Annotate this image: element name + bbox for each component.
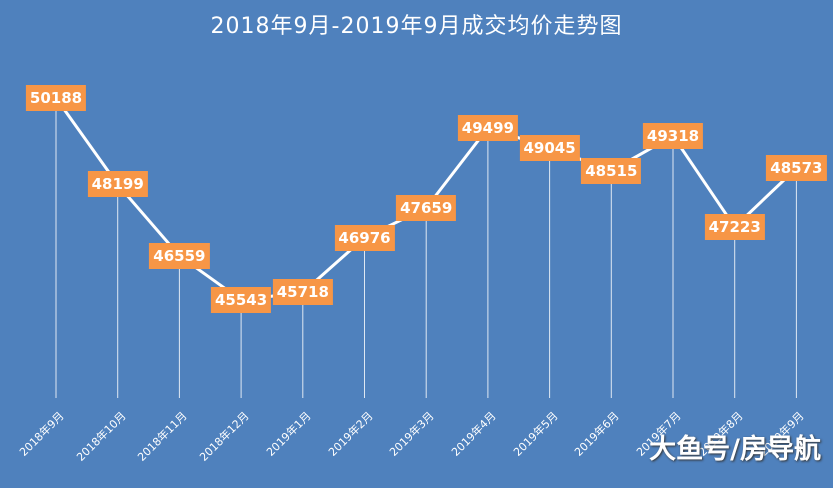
data-label: 48199 <box>87 171 148 198</box>
data-label: 45543 <box>211 287 272 313</box>
data-label: 46559 <box>149 242 210 269</box>
chart-title: 2018年9月-2019年9月成交均价走势图 <box>210 14 623 39</box>
data-label: 47659 <box>396 194 457 221</box>
data-label: 45718 <box>272 279 333 306</box>
data-label: 48515 <box>581 157 642 184</box>
data-label: 49499 <box>457 114 518 141</box>
data-label: 50188 <box>25 85 87 111</box>
data-label: 46976 <box>334 224 395 251</box>
data-label: 47223 <box>704 213 765 240</box>
data-label: 48573 <box>766 155 827 182</box>
data-label: 49045 <box>519 134 580 161</box>
watermark: 大鱼号/房导航 <box>649 434 821 465</box>
data-label: 49318 <box>642 122 704 149</box>
